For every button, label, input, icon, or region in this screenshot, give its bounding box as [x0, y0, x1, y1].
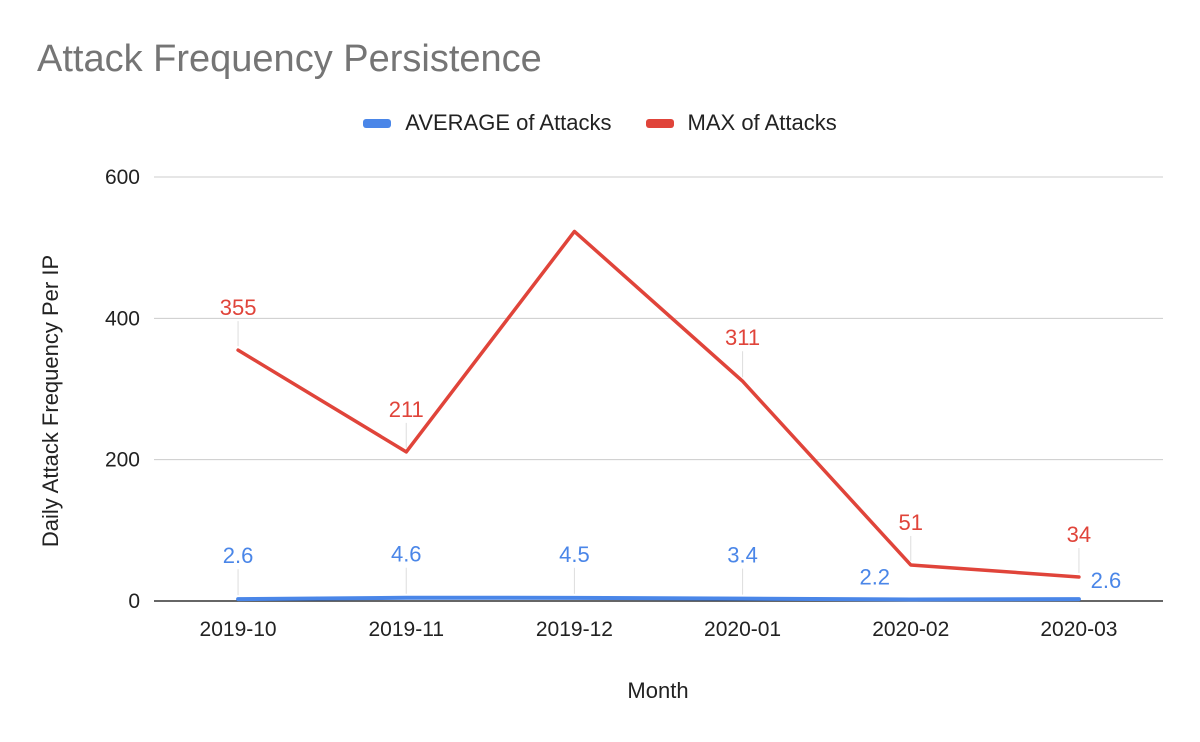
y-axis-ticks: 0 200 400 600	[105, 166, 140, 613]
data-label-average: 2.6	[1091, 568, 1122, 593]
y-tick-label: 600	[105, 166, 140, 189]
chart-title: Attack Frequency Persistence	[37, 38, 542, 80]
data-label-max: 34	[1067, 522, 1091, 547]
data-label-max: 211	[389, 397, 424, 422]
data-label-average: 4.5	[559, 542, 590, 567]
x-tick-label: 2019-10	[200, 618, 277, 641]
legend-swatch-average	[363, 118, 392, 128]
chart-legend: AVERAGE of Attacks MAX of Attacks	[0, 110, 1200, 136]
data-label-max: 311	[725, 325, 760, 350]
legend-item-average[interactable]: AVERAGE of Attacks	[363, 110, 612, 136]
series-line-average	[236, 595, 1081, 602]
series-line-max	[236, 229, 1081, 579]
x-tick-label: 2020-01	[704, 618, 781, 641]
x-tick-label: 2019-11	[368, 618, 444, 641]
data-label-average: 3.4	[727, 543, 758, 568]
data-label-average: 4.6	[391, 542, 422, 567]
x-axis-title: Month	[627, 678, 688, 703]
legend-swatch-max	[645, 118, 674, 128]
legend-label-average: AVERAGE of Attacks	[405, 110, 612, 135]
y-tick-label: 0	[128, 590, 140, 613]
data-label-average: 2.2	[859, 564, 890, 589]
series-lines	[236, 229, 1081, 602]
gridlines	[154, 176, 1163, 602]
data-label-max: 355	[220, 295, 257, 320]
y-axis-title: Daily Attack Frequency Per IP	[38, 255, 63, 547]
data-label-max: 51	[899, 510, 923, 535]
y-tick-label: 200	[105, 449, 140, 472]
data-label-average: 2.6	[223, 543, 254, 568]
x-tick-label: 2020-02	[872, 618, 949, 641]
legend-label-max: MAX of Attacks	[687, 110, 837, 135]
y-tick-label: 400	[105, 307, 140, 330]
x-tick-label: 2020-03	[1040, 618, 1117, 641]
label-leader-lines	[237, 321, 1080, 596]
x-tick-label: 2019-12	[536, 618, 613, 641]
x-axis-ticks: 2019-10 2019-11 2019-12 2020-01 2020-02 2020-…	[200, 618, 1118, 641]
data-labels: 2.6 4.6 4.5 3.4 2.2 2.6 355 211 311 51 34	[220, 295, 1121, 593]
legend-item-max[interactable]: MAX of Attacks	[645, 110, 837, 136]
